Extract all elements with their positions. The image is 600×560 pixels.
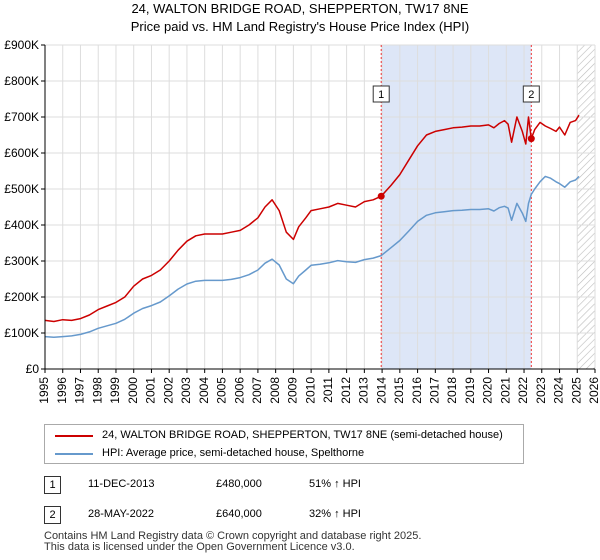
x-tick-label: 1998 (90, 377, 104, 404)
y-tick-label: £900K (4, 38, 39, 52)
chart-subtitle: Price paid vs. HM Land Registry's House … (131, 19, 469, 34)
x-tick-label: 2011 (321, 377, 335, 403)
x-tick-label: 1999 (108, 377, 122, 404)
hpi-line-swatch (55, 453, 93, 455)
x-tick-label: 2016 (410, 377, 424, 404)
property-price-line (45, 114, 580, 323)
y-tick-label: £300K (4, 254, 39, 268)
x-tick-label: 2019 (463, 377, 477, 404)
x-tick-label: 2012 (339, 377, 353, 404)
legend-item-property: 24, WALTON BRIDGE ROAD, SHEPPERTON, TW17… (45, 427, 523, 445)
y-tick-label: £200K (4, 290, 39, 304)
transaction-price: £640,000 (216, 508, 262, 520)
legend: 24, WALTON BRIDGE ROAD, SHEPPERTON, TW17… (44, 424, 524, 464)
y-tick-label: £100K (4, 326, 39, 340)
x-tick-label: 2000 (126, 377, 140, 404)
footer-licence: This data is licensed under the Open Gov… (44, 541, 355, 553)
x-tick-label: 2002 (161, 377, 175, 404)
x-tick-label: 1997 (73, 377, 87, 404)
series-group (45, 114, 580, 339)
x-tick-label: 2025 (569, 377, 583, 404)
x-tick-label: 2003 (179, 377, 193, 404)
x-tick-label: 2017 (427, 377, 441, 404)
x-tick-label: 2007 (250, 377, 264, 404)
y-tick-label: £700K (4, 110, 39, 124)
sale-point (377, 192, 385, 200)
x-tick-label: 1995 (37, 377, 51, 404)
x-tick-label: 2013 (357, 377, 371, 404)
x-tick-label: 2010 (303, 377, 317, 404)
x-tick-label: 2015 (392, 377, 406, 404)
transaction-date: 11-DEC-2013 (88, 478, 155, 490)
transaction-hpi-change: 32% ↑ HPI (309, 508, 361, 520)
price-chart: 24, WALTON BRIDGE ROAD, SHEPPERTON, TW17… (4, 1, 600, 404)
x-tick-label: 2005 (215, 377, 229, 404)
x-tick-label: 2024 (552, 377, 566, 404)
marker-badge (522, 85, 540, 103)
x-tick-label: 2022 (516, 377, 530, 404)
y-tick-label: £600K (4, 146, 39, 160)
legend-hpi-label: HPI: Average price, semi-detached house,… (102, 447, 365, 459)
y-tick-label: £400K (4, 218, 39, 232)
x-tick-label: 2006 (232, 377, 246, 404)
x-tick-label: 2023 (534, 377, 548, 404)
hpi-line (45, 175, 580, 339)
x-tick-label: 2021 (498, 377, 512, 404)
sale-point (527, 135, 535, 143)
y-tick-label: £0 (26, 362, 40, 376)
transaction-number-badge: 1 (44, 476, 61, 494)
x-tick-label: 1996 (55, 377, 69, 404)
x-tick-label: 2004 (197, 377, 211, 404)
shaded-holding-period (381, 45, 532, 369)
x-tick-label: 2001 (144, 377, 158, 404)
footer: Contains HM Land Registry data © Crown c… (44, 531, 421, 553)
footer-copyright: Contains HM Land Registry data © Crown c… (44, 530, 422, 542)
x-tick-label: 2020 (481, 377, 495, 404)
x-tick-label: 2008 (268, 377, 282, 404)
x-tick-label: 2009 (286, 377, 300, 404)
y-tick-label: £800K (4, 74, 39, 88)
legend-item-hpi: HPI: Average price, semi-detached house,… (45, 445, 523, 463)
marker-label: 1 (378, 89, 384, 101)
transaction-number-badge: 2 (44, 506, 61, 524)
x-tick-label: 2018 (445, 377, 459, 404)
future-hatch (577, 45, 595, 369)
x-tick-label: 2026 (587, 377, 600, 404)
marker-label: 2 (528, 89, 534, 101)
chart-title: 24, WALTON BRIDGE ROAD, SHEPPERTON, TW17… (131, 1, 468, 16)
transaction-hpi-change: 51% ↑ HPI (309, 478, 361, 490)
marker-badge (372, 85, 390, 103)
y-tick-label: £500K (4, 182, 39, 196)
transaction-date: 28-MAY-2022 (88, 508, 155, 520)
legend-property-label: 24, WALTON BRIDGE ROAD, SHEPPERTON, TW17… (102, 429, 503, 441)
transaction-price: £480,000 (216, 478, 262, 490)
property-line-swatch (55, 435, 93, 437)
x-tick-label: 2014 (374, 377, 388, 404)
